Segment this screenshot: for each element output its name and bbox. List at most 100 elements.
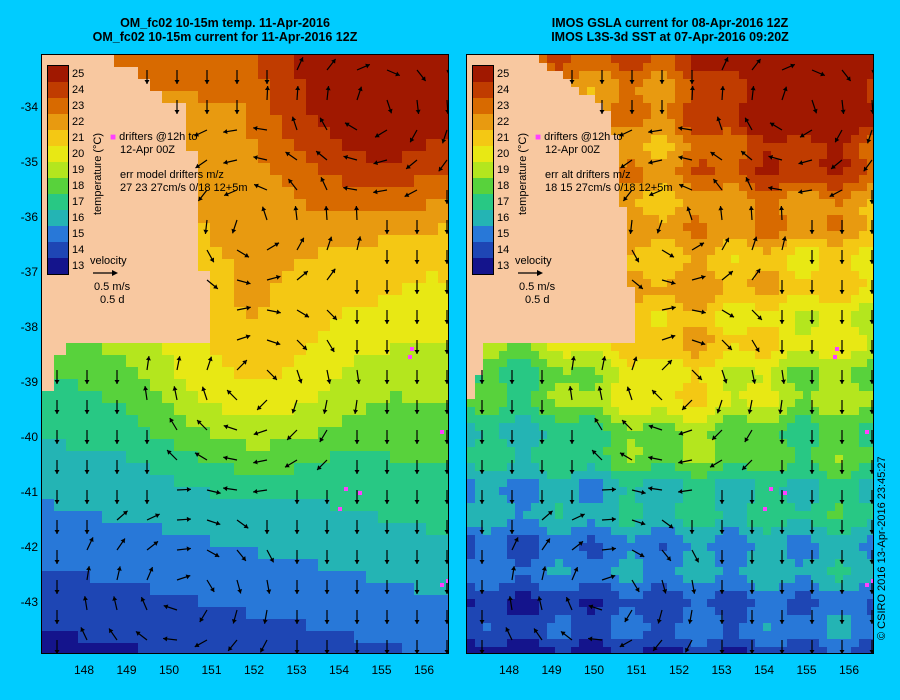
sst-cell — [635, 231, 644, 240]
sst-cell — [651, 327, 660, 336]
land-cell — [603, 175, 612, 184]
sst-cell — [779, 263, 788, 272]
land-cell — [162, 283, 175, 296]
sst-cell — [651, 399, 660, 408]
current-arrowhead — [414, 439, 420, 444]
sst-cell — [499, 343, 508, 352]
sst-cell — [819, 215, 828, 224]
sst-cell — [523, 399, 532, 408]
sst-cell — [707, 399, 716, 408]
sst-cell — [851, 247, 860, 256]
sst-cell — [210, 295, 223, 308]
sst-cell — [426, 451, 439, 464]
sst-cell — [747, 287, 756, 296]
sst-cell — [755, 351, 764, 360]
sst-cell — [555, 487, 564, 496]
sst-cell — [779, 279, 788, 288]
land-cell — [579, 223, 588, 232]
current-arrowhead — [327, 236, 333, 242]
sst-cell — [66, 511, 79, 524]
sst-cell — [835, 279, 844, 288]
sst-cell — [859, 223, 868, 232]
sst-cell — [270, 295, 283, 308]
sst-cell — [611, 375, 620, 384]
current-arrowhead — [215, 520, 221, 526]
land-cell — [138, 295, 151, 308]
sst-cell — [438, 607, 448, 620]
sst-cell — [659, 399, 668, 408]
sst-cell — [234, 511, 247, 524]
sst-cell — [643, 183, 652, 192]
right-map-panel[interactable]: 25 24 23 22 21 20 19 18 17 16 15 14 13 temperature (… — [466, 54, 874, 654]
sst-cell — [755, 407, 764, 416]
sst-cell — [126, 619, 139, 632]
sst-cell — [635, 295, 644, 304]
sst-cell — [867, 231, 873, 240]
sst-cell — [483, 375, 492, 384]
sst-cell — [222, 427, 235, 440]
sst-cell — [126, 643, 139, 653]
sst-cell — [354, 607, 367, 620]
land-cell — [619, 287, 628, 296]
sst-cell — [755, 335, 764, 344]
land-cell — [587, 295, 596, 304]
sst-cell — [827, 95, 836, 104]
land-cell — [467, 263, 476, 272]
land-cell — [595, 247, 604, 256]
sst-cell — [210, 583, 223, 596]
sst-cell — [499, 383, 508, 392]
sst-cell — [659, 207, 668, 216]
sst-cell — [811, 239, 820, 248]
sst-cell — [715, 319, 724, 328]
sst-cell — [294, 115, 307, 128]
sst-cell — [571, 415, 580, 424]
land-cell — [531, 207, 540, 216]
land-cell — [126, 283, 139, 296]
land-cell — [483, 287, 492, 296]
sst-cell — [66, 475, 79, 488]
sst-cell — [162, 55, 175, 68]
sst-cell — [619, 71, 628, 80]
sst-cell — [402, 187, 415, 200]
land-cell — [611, 175, 620, 184]
sst-cell — [739, 359, 748, 368]
current-arrowhead — [384, 559, 390, 564]
sst-cell — [731, 287, 740, 296]
sst-cell — [611, 399, 620, 408]
sst-cell — [667, 247, 676, 256]
land-cell — [595, 207, 604, 216]
sst-cell — [270, 55, 283, 68]
land-cell — [102, 283, 115, 296]
left-map-panel[interactable]: 25 24 23 22 21 20 19 18 17 16 15 14 13 temperature (… — [41, 54, 449, 654]
sst-cell — [803, 391, 812, 400]
current-arrowhead — [253, 155, 258, 161]
land-cell — [571, 239, 580, 248]
sst-cell — [795, 135, 804, 144]
sst-cell — [851, 271, 860, 280]
sst-cell — [475, 479, 484, 488]
sst-cell — [426, 355, 439, 368]
land-cell — [507, 295, 516, 304]
sst-cell — [258, 535, 271, 548]
sst-cell — [126, 415, 139, 428]
land-cell — [467, 311, 476, 320]
sst-cell — [867, 215, 873, 224]
sst-cell — [426, 187, 439, 200]
sst-cell — [270, 499, 283, 512]
sst-cell — [819, 399, 828, 408]
sst-cell — [174, 379, 187, 392]
sst-cell — [747, 439, 756, 448]
land-cell — [515, 335, 524, 344]
sst-cell — [66, 427, 79, 440]
current-arrowhead — [197, 420, 202, 425]
sst-cell — [643, 159, 652, 168]
sst-cell — [366, 571, 379, 584]
current-arrowhead — [294, 589, 300, 594]
sst-cell — [795, 55, 804, 64]
land-cell — [531, 279, 540, 288]
sst-cell — [851, 231, 860, 240]
sst-cell — [651, 239, 660, 248]
sst-cell — [354, 211, 367, 224]
land-cell — [531, 287, 540, 296]
land-cell — [102, 175, 115, 188]
